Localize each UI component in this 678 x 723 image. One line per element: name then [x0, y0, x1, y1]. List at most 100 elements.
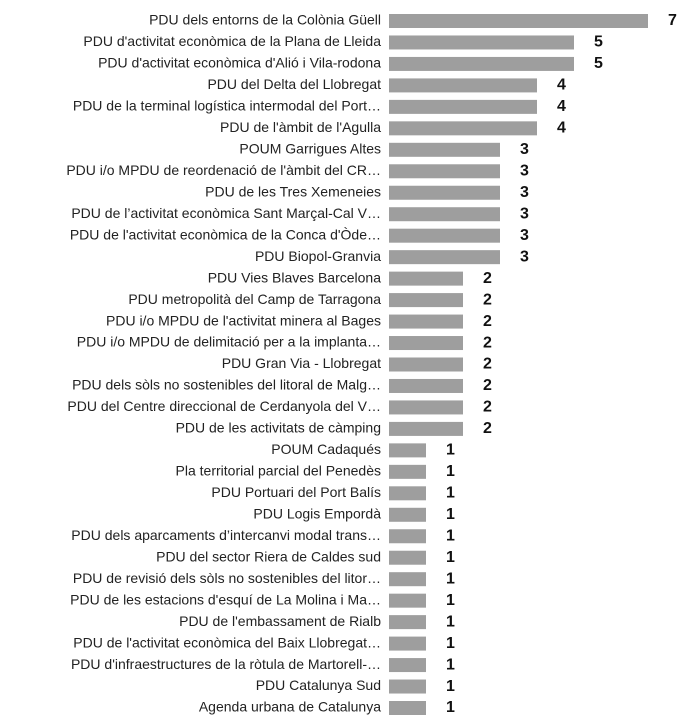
bar [389, 142, 500, 157]
bar [389, 293, 463, 308]
value-label: 1 [446, 442, 455, 459]
value-label: 3 [520, 205, 529, 222]
value-label: 1 [446, 613, 455, 630]
value-label: 1 [446, 463, 455, 480]
value-label: 2 [483, 334, 492, 351]
category-label: PDU Biopol-Granvia [255, 248, 381, 264]
bar [389, 507, 426, 522]
value-label: 2 [483, 270, 492, 287]
bar [389, 572, 426, 587]
bar [389, 99, 537, 114]
value-label: 3 [520, 163, 529, 180]
category-label: PDU i/o MPDU de delimitació per a la imp… [77, 334, 381, 350]
value-label: 2 [483, 420, 492, 437]
bar [389, 615, 426, 630]
category-label: PDU dels aparcaments d’intercanvi modal … [71, 527, 381, 543]
bar [389, 271, 463, 286]
value-label: 1 [446, 699, 455, 716]
category-label: PDU Gran Via - Llobregat [222, 355, 381, 371]
category-label: POUM Garrigues Altes [239, 141, 381, 157]
bar [389, 658, 426, 673]
category-label: PDU de revisió dels sòls no sostenibles … [73, 570, 381, 586]
category-label: PDU de l'activitat econòmica de la Conca… [70, 226, 381, 242]
value-label: 3 [520, 227, 529, 244]
value-label: 1 [446, 656, 455, 673]
bar [389, 421, 463, 436]
value-label: 4 [557, 98, 566, 115]
value-label: 4 [557, 77, 566, 94]
category-label: PDU d'activitat econòmica de la Plana de… [83, 33, 381, 49]
bar [389, 250, 500, 265]
category-label: PDU del Delta del Llobregat [207, 76, 381, 92]
value-label: 7 [668, 12, 677, 29]
category-label: PDU del Centre direccional de Cerdanyola… [67, 398, 381, 414]
value-label: 3 [520, 184, 529, 201]
bar [389, 121, 537, 136]
category-label: Pla territorial parcial del Penedès [176, 463, 381, 479]
category-label: PDU dels entorns de la Colònia Güell [149, 12, 381, 28]
value-label: 1 [446, 527, 455, 544]
value-label: 1 [446, 549, 455, 566]
category-label: PDU i/o MPDU de l'activitat minera al Ba… [106, 312, 381, 328]
bar [389, 357, 463, 372]
value-label: 1 [446, 592, 455, 609]
value-label: 2 [483, 356, 492, 373]
category-label: PDU Logis Empordà [253, 505, 381, 521]
value-label: 1 [446, 678, 455, 695]
category-label: PDU Catalunya Sud [256, 677, 381, 693]
bar [389, 14, 648, 28]
value-label: 1 [446, 570, 455, 587]
value-label: 2 [483, 377, 492, 394]
bar [389, 378, 463, 393]
value-label: 5 [594, 34, 603, 51]
category-label: PDU d'activitat econòmica d'Alió i Vila-… [98, 55, 381, 71]
bar [389, 529, 426, 544]
category-label: PDU del sector Riera de Caldes sud [156, 548, 381, 564]
bar [389, 593, 426, 608]
category-label: PDU de la terminal logística intermodal … [73, 98, 381, 114]
value-label: 2 [483, 291, 492, 308]
category-label: PDU Vies Blaves Barcelona [208, 269, 381, 285]
value-label: 1 [446, 635, 455, 652]
bar [389, 228, 500, 243]
bar [389, 443, 426, 458]
bar [389, 336, 463, 351]
category-label: PDU metropolità del Camp de Tarragona [128, 291, 381, 307]
bar [389, 486, 426, 501]
bar [389, 550, 426, 565]
value-label: 3 [520, 248, 529, 265]
category-label: PDU de l'activitat econòmica del Baix Ll… [73, 634, 381, 650]
category-label: PDU Portuari del Port Balís [211, 484, 381, 500]
value-label: 2 [483, 313, 492, 330]
category-label: PDU de l’activitat econòmica Sant Marçal… [71, 205, 381, 221]
category-label: PDU de les Tres Xemeneies [205, 183, 381, 199]
bar [389, 679, 426, 694]
value-label: 2 [483, 399, 492, 416]
bar [389, 78, 537, 93]
bar [389, 56, 574, 71]
category-label: PDU de les activitats de càmping [176, 420, 381, 436]
value-label: 1 [446, 506, 455, 523]
bar [389, 207, 500, 222]
bar [389, 464, 426, 479]
bar [389, 636, 426, 651]
value-label: 1 [446, 485, 455, 502]
bar [389, 164, 500, 179]
category-label: PDU dels sòls no sostenibles del litoral… [72, 377, 381, 393]
category-label: POUM Cadaqués [271, 441, 381, 457]
value-label: 4 [557, 120, 566, 137]
bar [389, 400, 463, 415]
bar [389, 35, 574, 50]
category-label: PDU de l'embassament de Rialb [179, 613, 381, 629]
category-label: PDU i/o MPDU de reordenació de l'àmbit d… [66, 162, 381, 178]
bar [389, 185, 500, 200]
bar [389, 701, 426, 715]
value-label: 3 [520, 141, 529, 158]
category-label: PDU d'infraestructures de la ròtula de M… [71, 656, 381, 672]
category-label: PDU de les estacions d'esquí de La Molin… [70, 591, 381, 607]
bar [389, 314, 463, 329]
category-label: Agenda urbana de Catalunya [199, 699, 381, 715]
value-label: 5 [594, 55, 603, 72]
category-label: PDU de l'àmbit de l'Agulla [220, 119, 381, 135]
